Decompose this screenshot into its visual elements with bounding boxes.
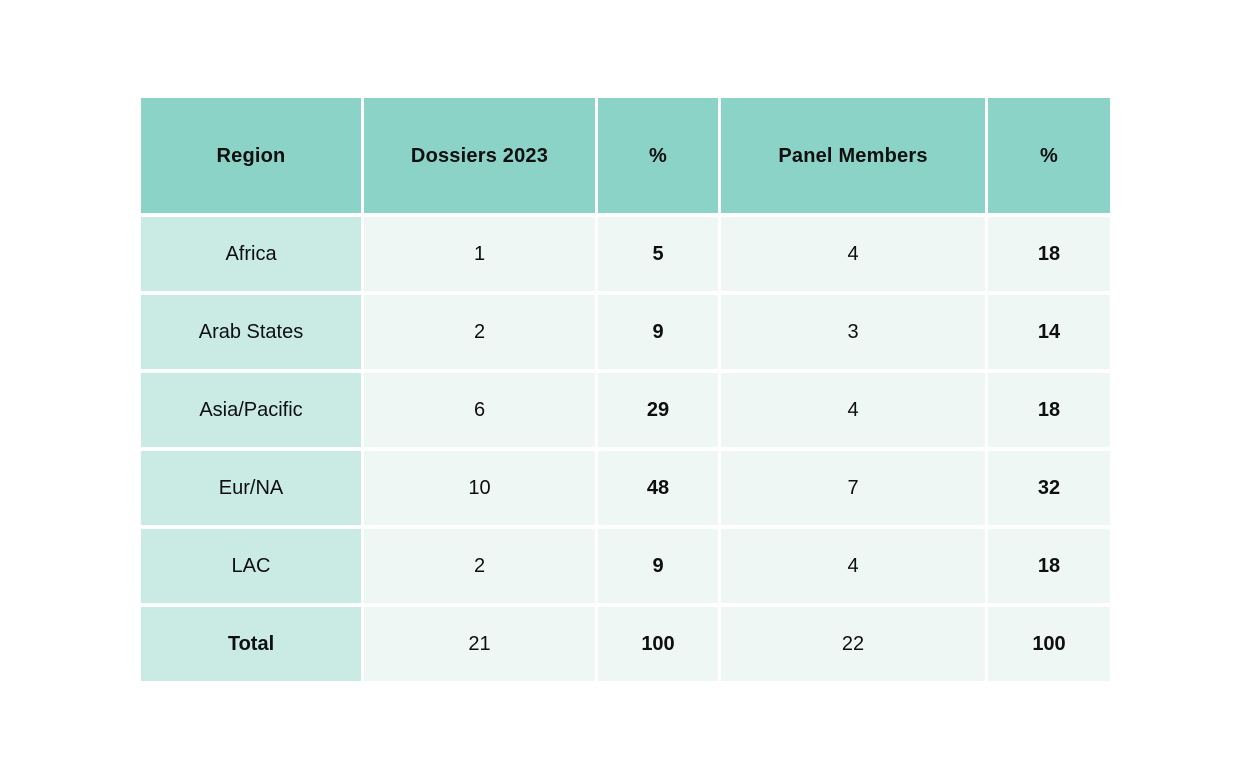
cell-region: Arab States (141, 295, 361, 369)
cell-dossiers-pct: 9 (598, 295, 718, 369)
cell-dossiers: 1 (364, 217, 595, 291)
column-header-panel-pct: % (988, 98, 1110, 213)
cell-region: Asia/Pacific (141, 373, 361, 447)
cell-panel: 4 (721, 217, 985, 291)
column-header-dossiers-2023: Dossiers 2023 (364, 98, 595, 213)
cell-panel-pct: 32 (988, 451, 1110, 525)
cell-dossiers-pct: 5 (598, 217, 718, 291)
cell-dossiers-pct: 48 (598, 451, 718, 525)
cell-dossiers-pct: 29 (598, 373, 718, 447)
cell-panel: 4 (721, 529, 985, 603)
cell-panel-pct: 14 (988, 295, 1110, 369)
cell-dossiers: 21 (364, 607, 595, 681)
cell-panel: 7 (721, 451, 985, 525)
cell-dossiers: 2 (364, 529, 595, 603)
cell-dossiers-pct: 100 (598, 607, 718, 681)
column-header-panel-members: Panel Members (721, 98, 985, 213)
cell-dossiers: 2 (364, 295, 595, 369)
cell-region: LAC (141, 529, 361, 603)
cell-region: Africa (141, 217, 361, 291)
column-header-dossiers-pct: % (598, 98, 718, 213)
cell-panel: 22 (721, 607, 985, 681)
cell-panel: 4 (721, 373, 985, 447)
cell-panel-pct: 18 (988, 373, 1110, 447)
cell-total-label: Total (141, 607, 361, 681)
cell-region: Eur/NA (141, 451, 361, 525)
cell-panel-pct: 18 (988, 217, 1110, 291)
cell-panel: 3 (721, 295, 985, 369)
cell-dossiers: 6 (364, 373, 595, 447)
cell-dossiers: 10 (364, 451, 595, 525)
regional-distribution-table: Region Dossiers 2023 % Panel Members % A… (141, 98, 1110, 681)
cell-dossiers-pct: 9 (598, 529, 718, 603)
cell-panel-pct: 18 (988, 529, 1110, 603)
cell-panel-pct: 100 (988, 607, 1110, 681)
column-header-region: Region (141, 98, 361, 213)
